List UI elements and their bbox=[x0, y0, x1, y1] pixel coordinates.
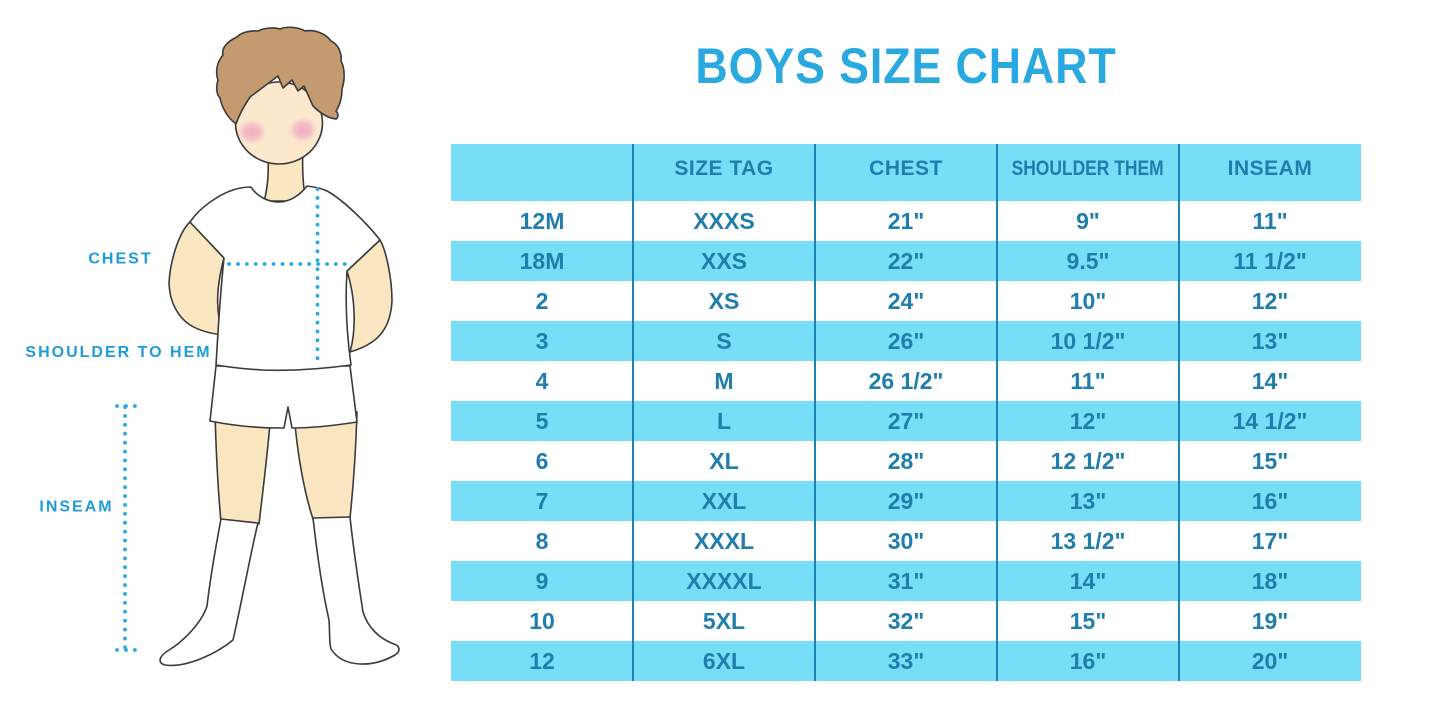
svg-text:CHEST: CHEST bbox=[88, 251, 152, 268]
svg-text:INSEAM: INSEAM bbox=[39, 499, 113, 516]
svg-text:SHOULDER TO HEM: SHOULDER TO HEM bbox=[25, 344, 211, 361]
